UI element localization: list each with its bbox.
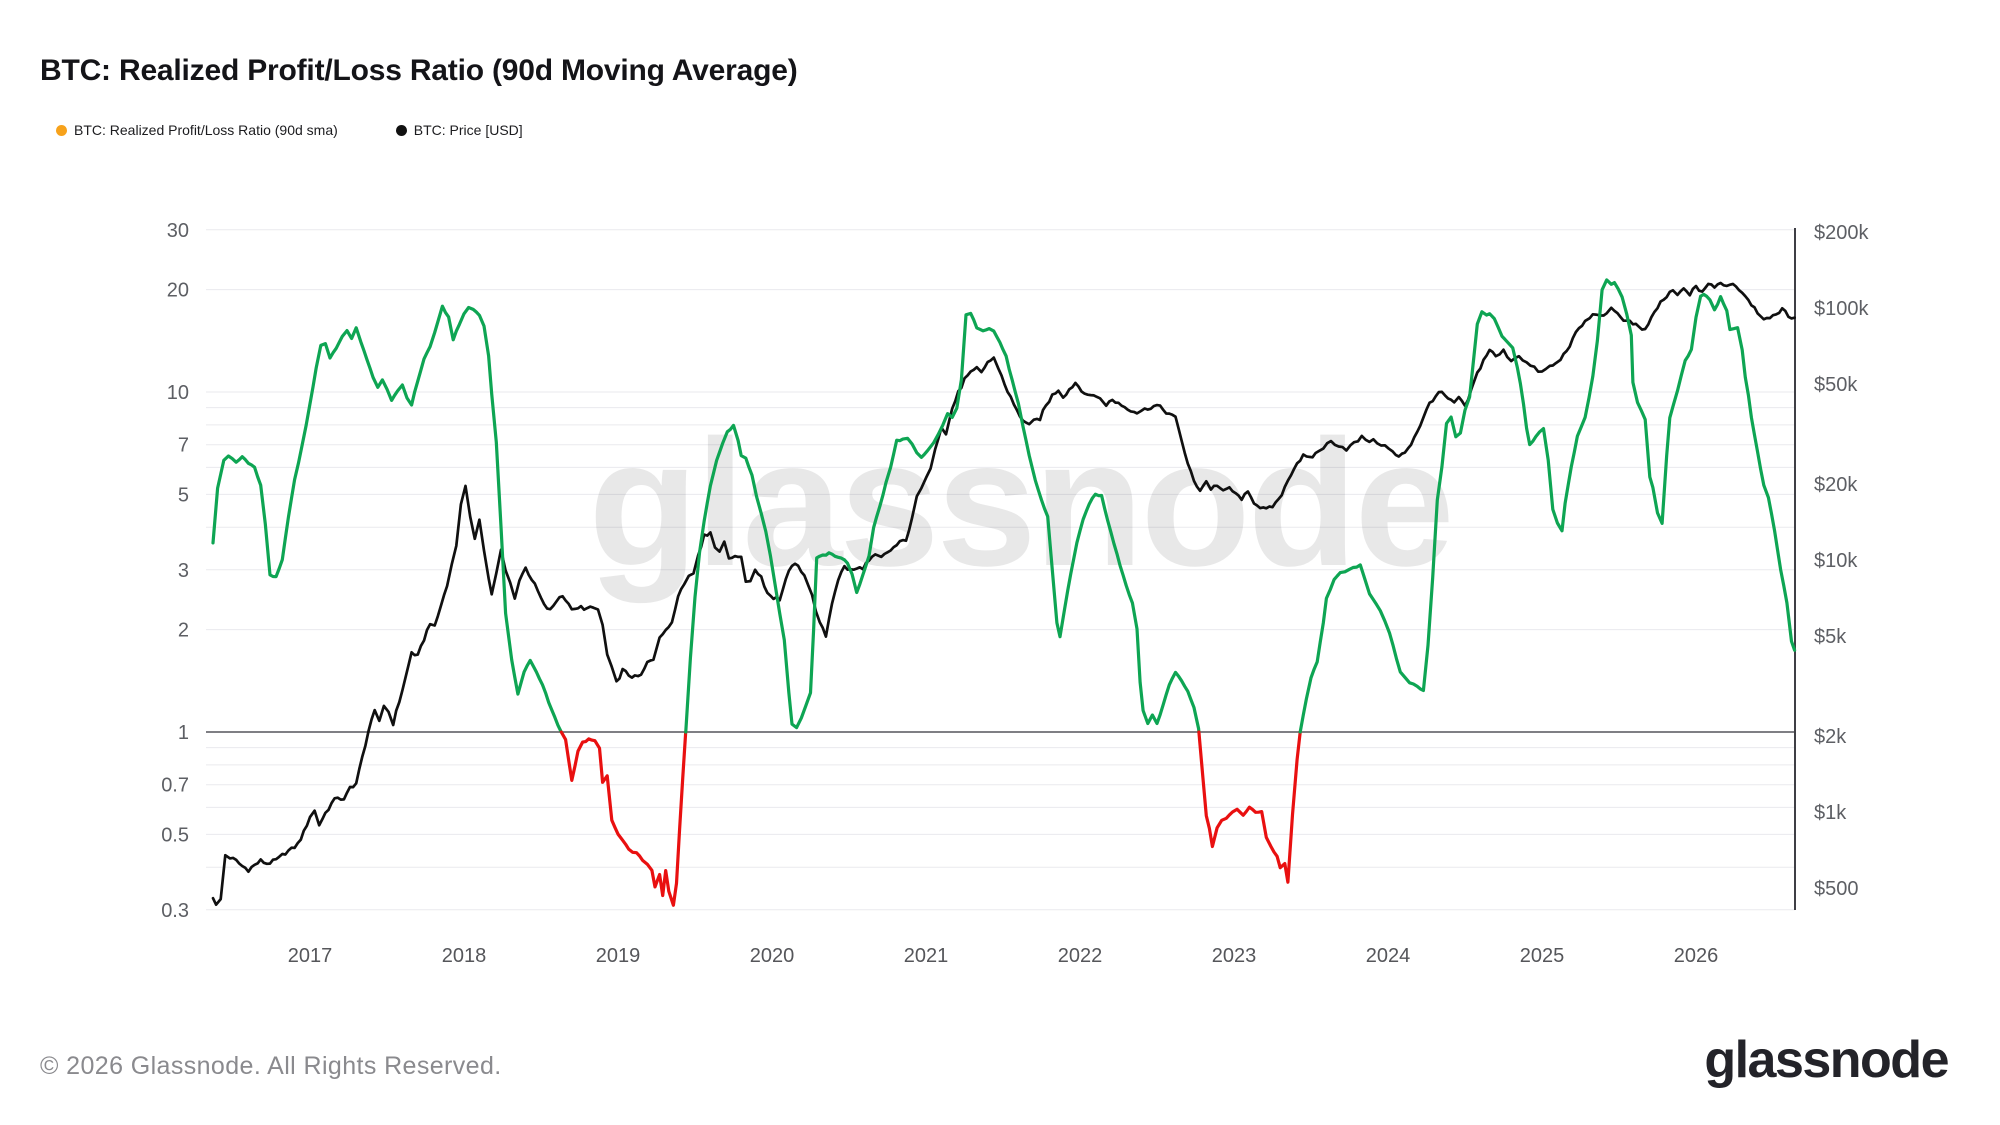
svg-text:$20k: $20k [1814,474,1858,496]
svg-text:3: 3 [178,560,189,582]
svg-text:$10k: $10k [1814,550,1858,572]
page-title: BTC: Realized Profit/Loss Ratio (90d Mov… [40,54,798,88]
price-legend-label: BTC: Price [USD] [413,122,523,138]
ratio-legend-label: BTC: Realized Profit/Loss Ratio (90d sma… [74,122,338,138]
ratio-line-red [559,730,688,907]
right-axis-labels: $200k $100k $50k $20k $10k $5k $2k $1k $500 [1814,222,1869,900]
svg-text:2017: 2017 [288,945,333,967]
svg-text:$500: $500 [1814,878,1859,900]
ratio-line-green [1298,278,1797,734]
ratio-line-red [1197,730,1302,884]
svg-text:$5k: $5k [1814,626,1847,648]
legend: BTC: Realized Profit/Loss Ratio (90d sma… [56,122,523,138]
svg-text:1: 1 [178,722,189,744]
svg-text:2025: 2025 [1520,945,1565,967]
svg-text:$2k: $2k [1814,726,1847,748]
svg-text:2019: 2019 [596,945,641,967]
svg-text:7: 7 [178,435,189,457]
watermark-logo: glassnode [588,403,1451,604]
ratio-line-green [684,311,1201,734]
svg-text:2020: 2020 [750,945,795,967]
x-axis-labels: 2017 2018 2019 2020 2021 2022 2023 2024 2025 2026 [288,945,1719,967]
svg-text:2024: 2024 [1366,945,1411,967]
svg-text:0.5: 0.5 [161,824,189,846]
ratio-line-green [211,304,563,734]
glassnode-logo: glassnode [1704,1031,1949,1089]
legend-item-price[interactable]: BTC: Price [USD] [395,122,523,138]
svg-text:0.3: 0.3 [161,900,189,922]
svg-text:2023: 2023 [1212,945,1257,967]
svg-text:0.7: 0.7 [161,775,189,797]
svg-text:2: 2 [178,620,189,642]
svg-text:$1k: $1k [1814,802,1847,824]
ratio-legend-dot-icon [56,124,67,136]
svg-text:10: 10 [167,382,189,404]
legend-item-ratio[interactable]: BTC: Realized Profit/Loss Ratio (90d sma… [56,122,338,138]
svg-text:2018: 2018 [442,945,487,967]
svg-text:$200k: $200k [1814,222,1869,244]
svg-text:5: 5 [178,484,189,506]
gridlines [206,229,1795,911]
svg-text:$100k: $100k [1814,298,1869,320]
price-legend-dot-icon [395,124,407,136]
svg-text:20: 20 [167,280,189,302]
svg-text:2021: 2021 [904,945,949,967]
svg-text:30: 30 [167,220,189,242]
svg-text:2026: 2026 [1674,945,1719,967]
copyright-text: © 2026 Glassnode. All Rights Reserved. [40,1052,502,1080]
svg-text:2022: 2022 [1058,945,1103,967]
left-axis-labels: 30 20 10 7 5 3 2 1 0.7 0.5 0.3 [161,220,189,922]
svg-text:$50k: $50k [1814,374,1858,396]
